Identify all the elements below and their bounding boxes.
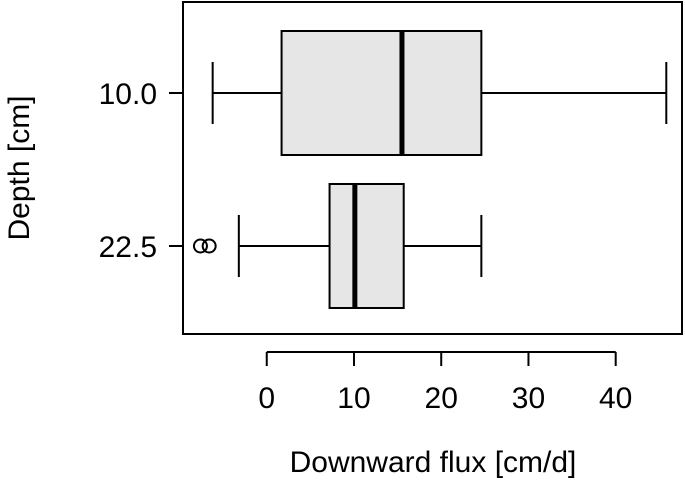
x-tick-label-4: 40 bbox=[599, 382, 632, 415]
boxes-layer bbox=[192, 30, 668, 309]
y-axis-label: Depth [cm] bbox=[3, 95, 36, 240]
x-tick-label-2: 20 bbox=[425, 382, 458, 415]
outlier-point-1 bbox=[201, 238, 217, 254]
outlier-point-0 bbox=[192, 238, 208, 254]
box-iqr bbox=[328, 183, 405, 309]
box-group-1 bbox=[192, 183, 483, 309]
y-tick-label-1: 22.5 bbox=[99, 231, 157, 264]
box-group-0 bbox=[211, 30, 668, 156]
x-tick-label-1: 10 bbox=[337, 382, 370, 415]
x-tick-label-0: 0 bbox=[258, 382, 275, 415]
y-axis: 10.0 22.5 bbox=[99, 78, 183, 264]
box-iqr bbox=[280, 30, 483, 156]
x-tick-label-3: 30 bbox=[512, 382, 545, 415]
plot-frame bbox=[182, 1, 683, 335]
y-tick-label-0: 10.0 bbox=[99, 78, 157, 111]
x-axis: 0 10 20 30 40 bbox=[258, 351, 632, 415]
x-axis-label: Downward flux [cm/d] bbox=[290, 446, 577, 479]
